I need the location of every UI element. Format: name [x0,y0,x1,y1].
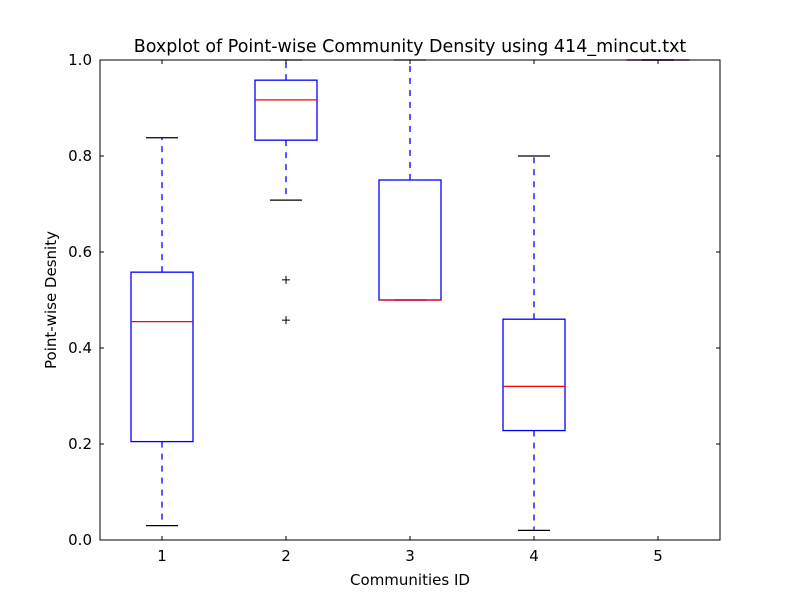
y-tick-label-3: 0.6 [68,243,92,261]
y-tick-label-5: 1.0 [68,51,92,69]
box-1 [131,272,193,441]
box-2 [255,80,317,140]
plot-area: 0.0 0.2 0.4 0.6 0.8 1.0 1 2 3 4 5 [68,51,720,565]
outlier-2-1 [282,316,290,324]
x-axis-label: Communities ID [350,571,470,589]
y-tick-label-2: 0.4 [68,339,92,357]
x-tick-label-5: 5 [653,547,663,565]
y-tick-label-4: 0.8 [68,147,92,165]
x-tick-label-2: 2 [281,547,291,565]
outlier-2-0 [282,276,290,284]
chart-title: Boxplot of Point-wise Community Density … [134,37,687,57]
box-4 [503,319,565,430]
x-tick-label-3: 3 [405,547,415,565]
x-tick-label-1: 1 [157,547,167,565]
y-tick-label-1: 0.2 [68,435,92,453]
x-tick-label-4: 4 [529,547,539,565]
y-tick-label-0: 0.0 [68,531,92,549]
box-3 [379,180,441,300]
y-axis-label: Point-wise Desnity [42,231,60,369]
